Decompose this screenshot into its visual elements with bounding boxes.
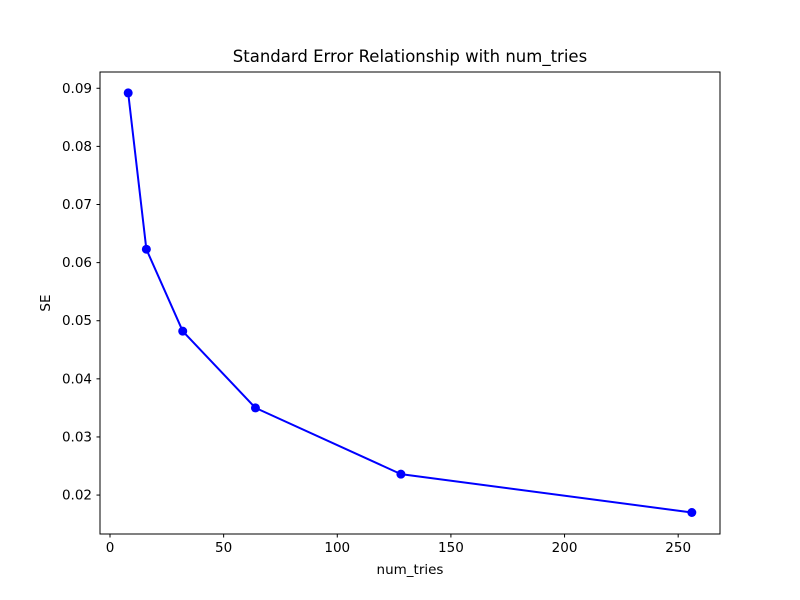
x-axis-label: num_tries <box>377 562 444 578</box>
y-tick-label: 0.09 <box>62 81 92 97</box>
data-point <box>250 403 260 413</box>
y-tick-label: 0.05 <box>62 313 92 329</box>
y-tick-label: 0.03 <box>62 429 92 445</box>
x-tick-label: 250 <box>665 540 691 556</box>
x-tick-label: 50 <box>215 540 232 556</box>
y-tick-label: 0.07 <box>62 197 92 213</box>
y-tick-label: 0.02 <box>62 488 92 504</box>
data-point <box>687 507 697 517</box>
plot-area <box>99 71 721 535</box>
x-tick-label: 150 <box>438 540 464 556</box>
y-tick-label: 0.06 <box>62 255 92 271</box>
data-point <box>396 469 406 479</box>
x-tick-label: 100 <box>324 540 350 556</box>
data-point <box>178 326 188 336</box>
plot-content: 0 50 100 150 200 250 0.02 0.03 0.04 0.05 0.06 0.07 0… <box>62 81 697 556</box>
data-point <box>141 244 151 254</box>
y-tick-label: 0.08 <box>62 139 92 155</box>
x-tick-label: 0 <box>106 540 115 556</box>
line-series <box>127 91 693 514</box>
chart-title: Standard Error Relationship with num_tri… <box>233 47 587 67</box>
data-point <box>123 88 133 98</box>
y-tick-label: 0.04 <box>62 371 92 387</box>
y-axis-label: SE <box>38 294 54 311</box>
x-tick-label: 200 <box>552 540 578 556</box>
